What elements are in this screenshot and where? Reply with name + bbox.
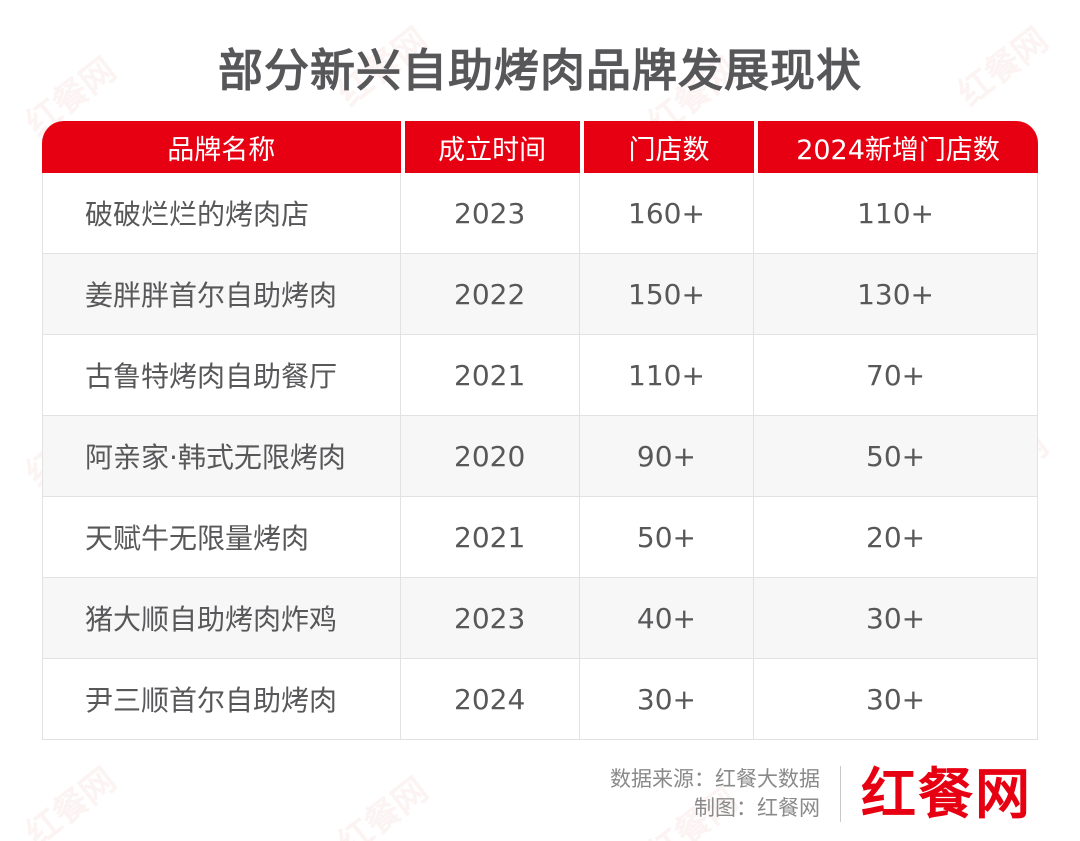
cell-brand: 天赋牛无限量烤肉: [42, 497, 401, 578]
cell-stores: 30+: [579, 659, 755, 740]
cell-brand: 姜胖胖首尔自助烤肉: [42, 254, 401, 335]
table-header-row: 品牌名称 成立时间 门店数 2024新增门店数: [42, 121, 1038, 173]
cell-brand: 阿亲家·韩式无限烤肉: [42, 416, 401, 497]
column-header-founded: 成立时间: [400, 121, 580, 173]
table-row: 阿亲家·韩式无限烤肉 2020 90+ 50+: [42, 416, 1038, 497]
source-block: 数据来源：红餐大数据 制图：红餐网: [610, 765, 820, 823]
cell-stores: 90+: [579, 416, 755, 497]
cell-stores: 50+: [579, 497, 755, 578]
table-container: 品牌名称 成立时间 门店数 2024新增门店数 破破烂烂的烤肉店 2023 16…: [42, 121, 1038, 740]
cell-brand: 尹三顺首尔自助烤肉: [42, 659, 401, 740]
cell-brand: 猪大顺自助烤肉炸鸡: [42, 578, 401, 659]
table-row: 天赋牛无限量烤肉 2021 50+ 20+: [42, 497, 1038, 578]
table-row: 破破烂烂的烤肉店 2023 160+ 110+: [42, 173, 1038, 254]
cell-founded: 2020: [400, 416, 580, 497]
cell-new-stores: 130+: [754, 254, 1038, 335]
cell-brand: 古鲁特烤肉自助餐厅: [42, 335, 401, 416]
watermark-text: 红餐网: [330, 770, 436, 841]
cell-stores: 110+: [579, 335, 755, 416]
table-row: 古鲁特烤肉自助餐厅 2021 110+ 70+: [42, 335, 1038, 416]
cell-founded: 2021: [400, 497, 580, 578]
cell-new-stores: 70+: [754, 335, 1038, 416]
cell-founded: 2022: [400, 254, 580, 335]
column-header-stores: 门店数: [579, 121, 755, 173]
watermark-text: 红餐网: [18, 760, 124, 841]
cell-stores: 150+: [579, 254, 755, 335]
cell-founded: 2024: [400, 659, 580, 740]
column-header-new-stores: 2024新增门店数: [754, 121, 1038, 173]
cell-stores: 40+: [579, 578, 755, 659]
column-header-brand: 品牌名称: [42, 121, 401, 173]
cell-new-stores: 30+: [754, 578, 1038, 659]
brand-table: 品牌名称 成立时间 门店数 2024新增门店数 破破烂烂的烤肉店 2023 16…: [42, 121, 1038, 740]
data-source-label: 数据来源：红餐大数据: [609, 767, 820, 791]
footer: 数据来源：红餐大数据 制图：红餐网 红餐网: [610, 765, 1032, 823]
cell-stores: 160+: [579, 173, 755, 254]
cell-new-stores: 110+: [754, 173, 1038, 254]
credit-label: 制图：红餐网: [693, 796, 820, 820]
cell-new-stores: 30+: [754, 659, 1038, 740]
cell-founded: 2021: [400, 335, 580, 416]
page-title: 部分新兴自助烤肉品牌发展现状: [217, 44, 862, 97]
cell-new-stores: 20+: [754, 497, 1038, 578]
cell-founded: 2023: [400, 578, 580, 659]
brand-logo: 红餐网: [860, 761, 1032, 826]
cell-founded: 2023: [400, 173, 580, 254]
table-row: 尹三顺首尔自助烤肉 2024 30+ 30+: [42, 659, 1038, 740]
table-row: 姜胖胖首尔自助烤肉 2022 150+ 130+: [42, 254, 1038, 335]
table-row: 猪大顺自助烤肉炸鸡 2023 40+ 30+: [42, 578, 1038, 659]
cell-brand: 破破烂烂的烤肉店: [42, 173, 401, 254]
footer-divider: [839, 766, 841, 822]
cell-new-stores: 50+: [754, 416, 1038, 497]
